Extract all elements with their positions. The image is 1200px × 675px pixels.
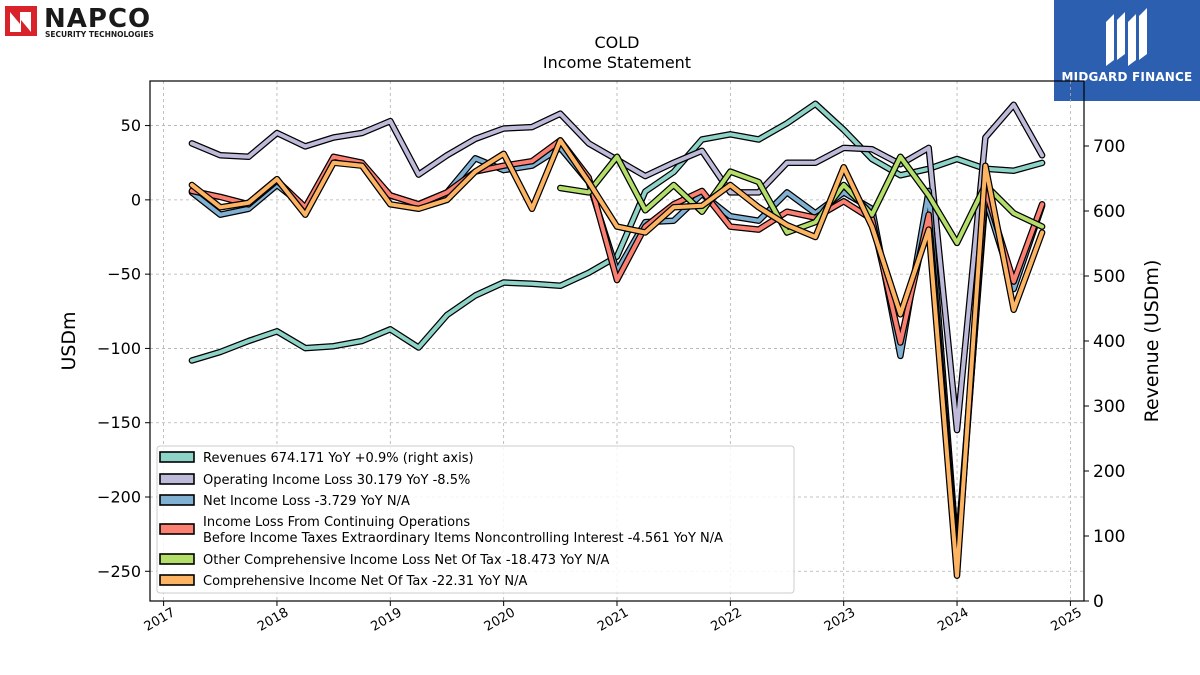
y-tick-label-left: 0 bbox=[131, 190, 141, 209]
napco-logo: NAPCO SECURITY TECHNOLOGIES bbox=[5, 4, 154, 39]
legend-label: Income Loss From Continuing Operations bbox=[203, 515, 470, 530]
y-tick-label-right: 400 bbox=[1093, 332, 1125, 352]
x-tick-label: 2025 bbox=[1049, 605, 1085, 635]
legend-label: Comprehensive Income Net Of Tax -22.31 Y… bbox=[203, 574, 528, 589]
legend-swatch bbox=[159, 574, 195, 586]
y-axis-label-left: USDm bbox=[58, 311, 80, 370]
legend-label: Net Income Loss -3.729 YoY N/A bbox=[203, 494, 410, 509]
x-tick-label: 2023 bbox=[822, 605, 858, 635]
series-5 bbox=[188, 137, 1046, 579]
y-tick-label-right: 300 bbox=[1093, 397, 1125, 417]
y-tick-label-right: 0 bbox=[1093, 592, 1104, 612]
chart-subtitle: Income Statement bbox=[543, 53, 691, 72]
chart-title: COLD bbox=[595, 33, 640, 52]
midgard-emblem-icon bbox=[1106, 8, 1147, 66]
napco-tagline: SECURITY TECHNOLOGIES bbox=[45, 30, 154, 39]
x-tick-label: 2020 bbox=[482, 605, 518, 635]
napco-wordmark: NAPCO bbox=[44, 4, 151, 34]
y-tick-label-left: −50 bbox=[107, 265, 141, 284]
legend-swatch bbox=[159, 523, 195, 535]
y-tick-label-left: 50 bbox=[121, 116, 141, 135]
legend-swatch bbox=[159, 473, 195, 485]
y-tick-label-right: 100 bbox=[1093, 527, 1125, 547]
midgard-wordmark: MIDGARD FINANCE bbox=[1061, 70, 1193, 84]
y-tick-label-left: −250 bbox=[97, 562, 141, 581]
y-tick-label-left: −100 bbox=[97, 339, 141, 358]
series-line bbox=[189, 138, 1045, 578]
series-line bbox=[189, 101, 1045, 363]
legend: Revenues 674.171 YoY +0.9% (right axis) O… bbox=[156, 445, 795, 594]
legend-label-line2: Before Income Taxes Extraordinary Items … bbox=[203, 531, 723, 546]
series-4 bbox=[557, 153, 1046, 247]
x-tick-label: 2018 bbox=[255, 605, 291, 635]
legend-box bbox=[156, 445, 795, 594]
midgard-finance-logo: MIDGARD FINANCE bbox=[1054, 0, 1200, 101]
legend-label: Operating Income Loss 30.179 YoY -8.5% bbox=[203, 473, 470, 488]
y-axis-label-right: Revenue (USDm) bbox=[1141, 260, 1163, 423]
y-tick-label-left: −150 bbox=[97, 413, 141, 432]
y-tick-label-right: 700 bbox=[1093, 137, 1125, 157]
legend-label: Revenues 674.171 YoY +0.9% (right axis) bbox=[203, 451, 474, 466]
series-line bbox=[558, 154, 1045, 245]
x-tick-label: 2022 bbox=[709, 605, 745, 635]
series-lines bbox=[188, 100, 1046, 579]
legend-label: Other Comprehensive Income Loss Net Of T… bbox=[203, 553, 609, 568]
legend-swatch bbox=[159, 451, 195, 463]
y-tick-label-right: 600 bbox=[1093, 202, 1125, 222]
x-tick-label: 2024 bbox=[935, 605, 971, 635]
x-tick-label: 2019 bbox=[368, 605, 404, 635]
series-line bbox=[189, 138, 1045, 569]
legend-swatch bbox=[159, 553, 195, 565]
x-tick-label: 2017 bbox=[142, 605, 178, 635]
series-0 bbox=[188, 100, 1046, 364]
y-tick-label-right: 200 bbox=[1093, 462, 1125, 482]
legend-swatch bbox=[159, 494, 195, 506]
y-tick-label-left: −200 bbox=[97, 488, 141, 507]
y-tick-label-right: 500 bbox=[1093, 267, 1125, 287]
series-3 bbox=[188, 137, 1046, 571]
x-tick-label: 2021 bbox=[595, 605, 631, 635]
